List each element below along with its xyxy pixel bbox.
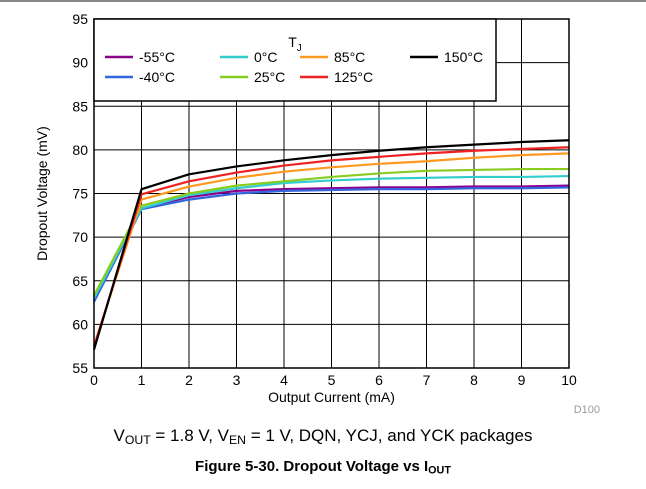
legend-label-2: 0°C xyxy=(254,49,278,65)
y-tick-label-4: 75 xyxy=(72,186,88,202)
legend-title: TJ xyxy=(288,34,302,54)
series-line-1 xyxy=(93,186,570,303)
figure-title-subscript: OUT xyxy=(428,464,451,477)
legend-label-4: 85°C xyxy=(334,49,365,65)
y-axis-title: Dropout Voltage (mV) xyxy=(34,126,50,261)
series-line-3 xyxy=(93,167,569,297)
series-line-5 xyxy=(92,146,570,348)
caption-v: V xyxy=(113,426,125,445)
caption-out-subscript: OUT xyxy=(124,433,151,448)
x-tick-label-9: 9 xyxy=(518,372,526,388)
x-tick-label-7: 7 xyxy=(423,372,431,388)
x-tick-label-6: 6 xyxy=(375,372,383,388)
y-tick-label-6: 85 xyxy=(72,98,88,114)
figure-title: Figure 5-30. Dropout Voltage vs IOUT xyxy=(0,458,646,477)
series-line-0 xyxy=(93,184,570,301)
x-tick-label-1: 1 xyxy=(138,372,146,388)
legend-label-6: 150°C xyxy=(444,49,483,65)
series-line-2 xyxy=(93,174,570,299)
legend-title-main: T xyxy=(288,34,297,50)
caption-part2: = 1 V, DQN, YCJ, and YCK packages xyxy=(245,426,533,445)
figure-code: D100 xyxy=(574,404,600,416)
y-tick-label-5: 80 xyxy=(72,142,88,158)
figure-title-text: Figure 5-30. Dropout Voltage vs I xyxy=(195,458,429,475)
top-rule xyxy=(0,0,646,2)
y-tick-label-1: 60 xyxy=(72,316,88,332)
x-axis-title: Output Current (mA) xyxy=(268,389,395,405)
series-line-4 xyxy=(92,152,570,346)
legend: TJ -55°C -40°C 0°C 25°C 85°C 125°C 150°C xyxy=(93,18,497,102)
x-tick-label-5: 5 xyxy=(328,372,336,388)
x-tick-label-3: 3 xyxy=(233,372,241,388)
series-lines xyxy=(92,139,570,350)
legend-box xyxy=(93,18,497,102)
caption-part1: = 1.8 V, V xyxy=(150,426,229,445)
legend-label-0: -55°C xyxy=(139,49,175,65)
y-tick-label-7: 90 xyxy=(72,55,88,71)
y-tick-label-8: 95 xyxy=(72,11,88,27)
caption-en-subscript: EN xyxy=(228,433,246,448)
y-tick-label-2: 65 xyxy=(72,273,88,289)
x-tick-label-0: 0 xyxy=(90,372,98,388)
figure-caption: VOUT = 1.8 V, VEN = 1 V, DQN, YCJ, and Y… xyxy=(0,426,646,446)
legend-label-3: 25°C xyxy=(254,69,285,85)
x-tick-label-4: 4 xyxy=(280,372,288,388)
x-tick-label-2: 2 xyxy=(185,372,193,388)
series-line-6 xyxy=(92,139,570,350)
y-tick-labels: 55 60 65 70 75 80 85 90 95 xyxy=(72,11,88,376)
y-tick-label-0: 55 xyxy=(72,360,88,376)
legend-label-5: 125°C xyxy=(334,69,373,85)
legend-label-1: -40°C xyxy=(139,69,175,85)
x-tick-label-8: 8 xyxy=(470,372,478,388)
y-tick-label-3: 70 xyxy=(72,229,88,245)
x-tick-label-10: 10 xyxy=(561,372,577,388)
legend-items: -55°C -40°C 0°C 25°C 85°C 125°C 150°C xyxy=(105,49,483,85)
x-tick-labels: 0 1 2 3 4 5 6 7 8 9 10 xyxy=(90,372,577,388)
dropout-voltage-chart: 0 1 2 3 4 5 6 7 8 9 10 55 60 65 70 75 80 85 90 95 Output C… xyxy=(34,11,600,416)
legend-title-sub: J xyxy=(297,43,302,54)
